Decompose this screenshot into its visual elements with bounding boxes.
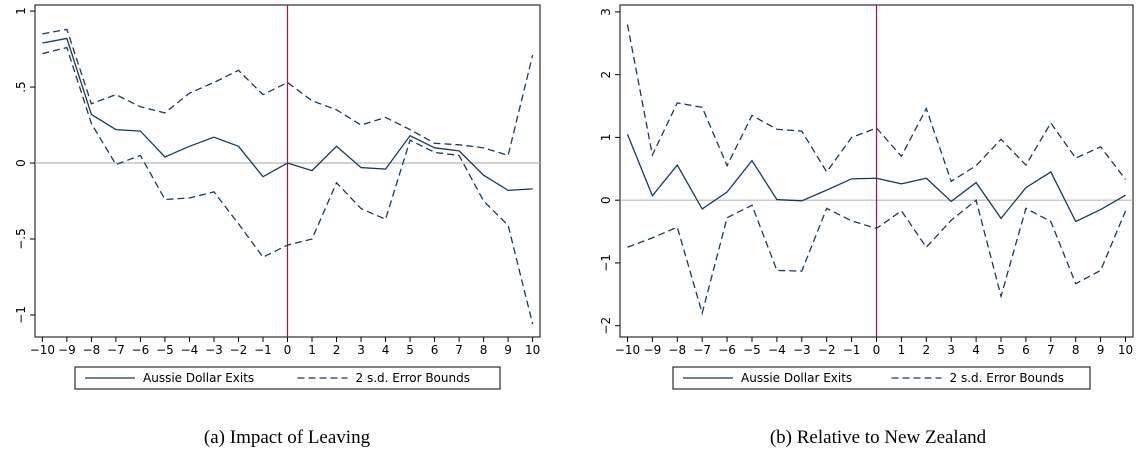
- legend-box: [672, 366, 1091, 390]
- x-tick-label: 4: [382, 343, 390, 357]
- lower-bound-line: [627, 199, 1127, 316]
- x-tick-label: −1: [843, 343, 861, 357]
- x-tick-label: 2: [922, 343, 930, 357]
- x-tick-label: −7: [693, 343, 711, 357]
- y-tick-label: 0: [14, 159, 28, 167]
- x-tick-label: 0: [873, 343, 881, 357]
- y-tick-label: −1: [599, 254, 613, 272]
- x-tick-label: −1: [254, 343, 272, 357]
- x-tick-label: −4: [768, 343, 786, 357]
- y-tick-label: 3: [599, 8, 613, 16]
- legend-label: 2 s.d. Error Bounds: [950, 371, 1064, 385]
- x-tick-label: −10: [615, 343, 640, 357]
- x-tick-label: 4: [972, 343, 980, 357]
- series-line: [42, 37, 533, 192]
- x-tick-label: −8: [83, 343, 101, 357]
- x-tick-label: 7: [1047, 343, 1055, 357]
- lower-bound-line: [42, 46, 534, 325]
- x-tick-label: 1: [898, 343, 906, 357]
- x-tick-label: 5: [997, 343, 1005, 357]
- x-tick-label: 10: [1118, 343, 1133, 357]
- x-tick-label: 3: [947, 343, 955, 357]
- legend-label: Aussie Dollar Exits: [741, 371, 852, 385]
- x-tick-label: 3: [357, 343, 365, 357]
- x-tick-label: 9: [504, 343, 512, 357]
- y-tick-label: −1: [14, 306, 28, 324]
- x-tick-label: −3: [793, 343, 811, 357]
- y-tick-label: −2: [599, 317, 613, 335]
- x-tick-label: 5: [406, 343, 414, 357]
- legend-label: 2 s.d. Error Bounds: [356, 371, 470, 385]
- x-tick-label: 9: [1097, 343, 1105, 357]
- x-tick-label: 10: [525, 343, 540, 357]
- x-tick-label: −3: [205, 343, 223, 357]
- x-tick-label: −9: [644, 343, 662, 357]
- x-tick-label: 8: [1072, 343, 1080, 357]
- x-tick-label: −6: [132, 343, 150, 357]
- y-tick-label: 2: [599, 71, 613, 79]
- series-line: [626, 134, 1126, 223]
- y-tick-label: 1: [599, 134, 613, 142]
- x-tick-label: 1: [308, 343, 316, 357]
- y-tick-label: 1: [14, 7, 28, 15]
- caption: (a) Impact of Leaving: [204, 427, 371, 448]
- x-tick-label: −10: [30, 343, 55, 357]
- legend-label: Aussie Dollar Exits: [143, 371, 254, 385]
- x-tick-label: 0: [284, 343, 292, 357]
- x-tick-label: 2: [333, 343, 341, 357]
- legend-box: [74, 366, 501, 390]
- y-tick-label: .5: [14, 81, 28, 92]
- x-tick-label: −6: [718, 343, 736, 357]
- caption: (b) Relative to New Zealand: [770, 427, 987, 448]
- x-tick-label: −5: [156, 343, 174, 357]
- y-tick-label: 0: [599, 196, 613, 204]
- x-tick-label: −7: [107, 343, 125, 357]
- x-tick-label: 8: [480, 343, 488, 357]
- x-tick-label: 7: [455, 343, 463, 357]
- x-tick-label: −8: [668, 343, 686, 357]
- x-tick-label: 6: [1022, 343, 1030, 357]
- y-tick-label: −.5: [14, 228, 28, 250]
- x-tick-label: −5: [743, 343, 761, 357]
- upper-bound-line: [626, 24, 1127, 183]
- x-tick-label: −2: [818, 343, 836, 357]
- x-tick-label: −4: [181, 343, 199, 357]
- upper-bound-line: [42, 28, 534, 157]
- x-tick-label: 6: [431, 343, 439, 357]
- x-tick-label: −2: [230, 343, 248, 357]
- x-tick-label: −9: [58, 343, 76, 357]
